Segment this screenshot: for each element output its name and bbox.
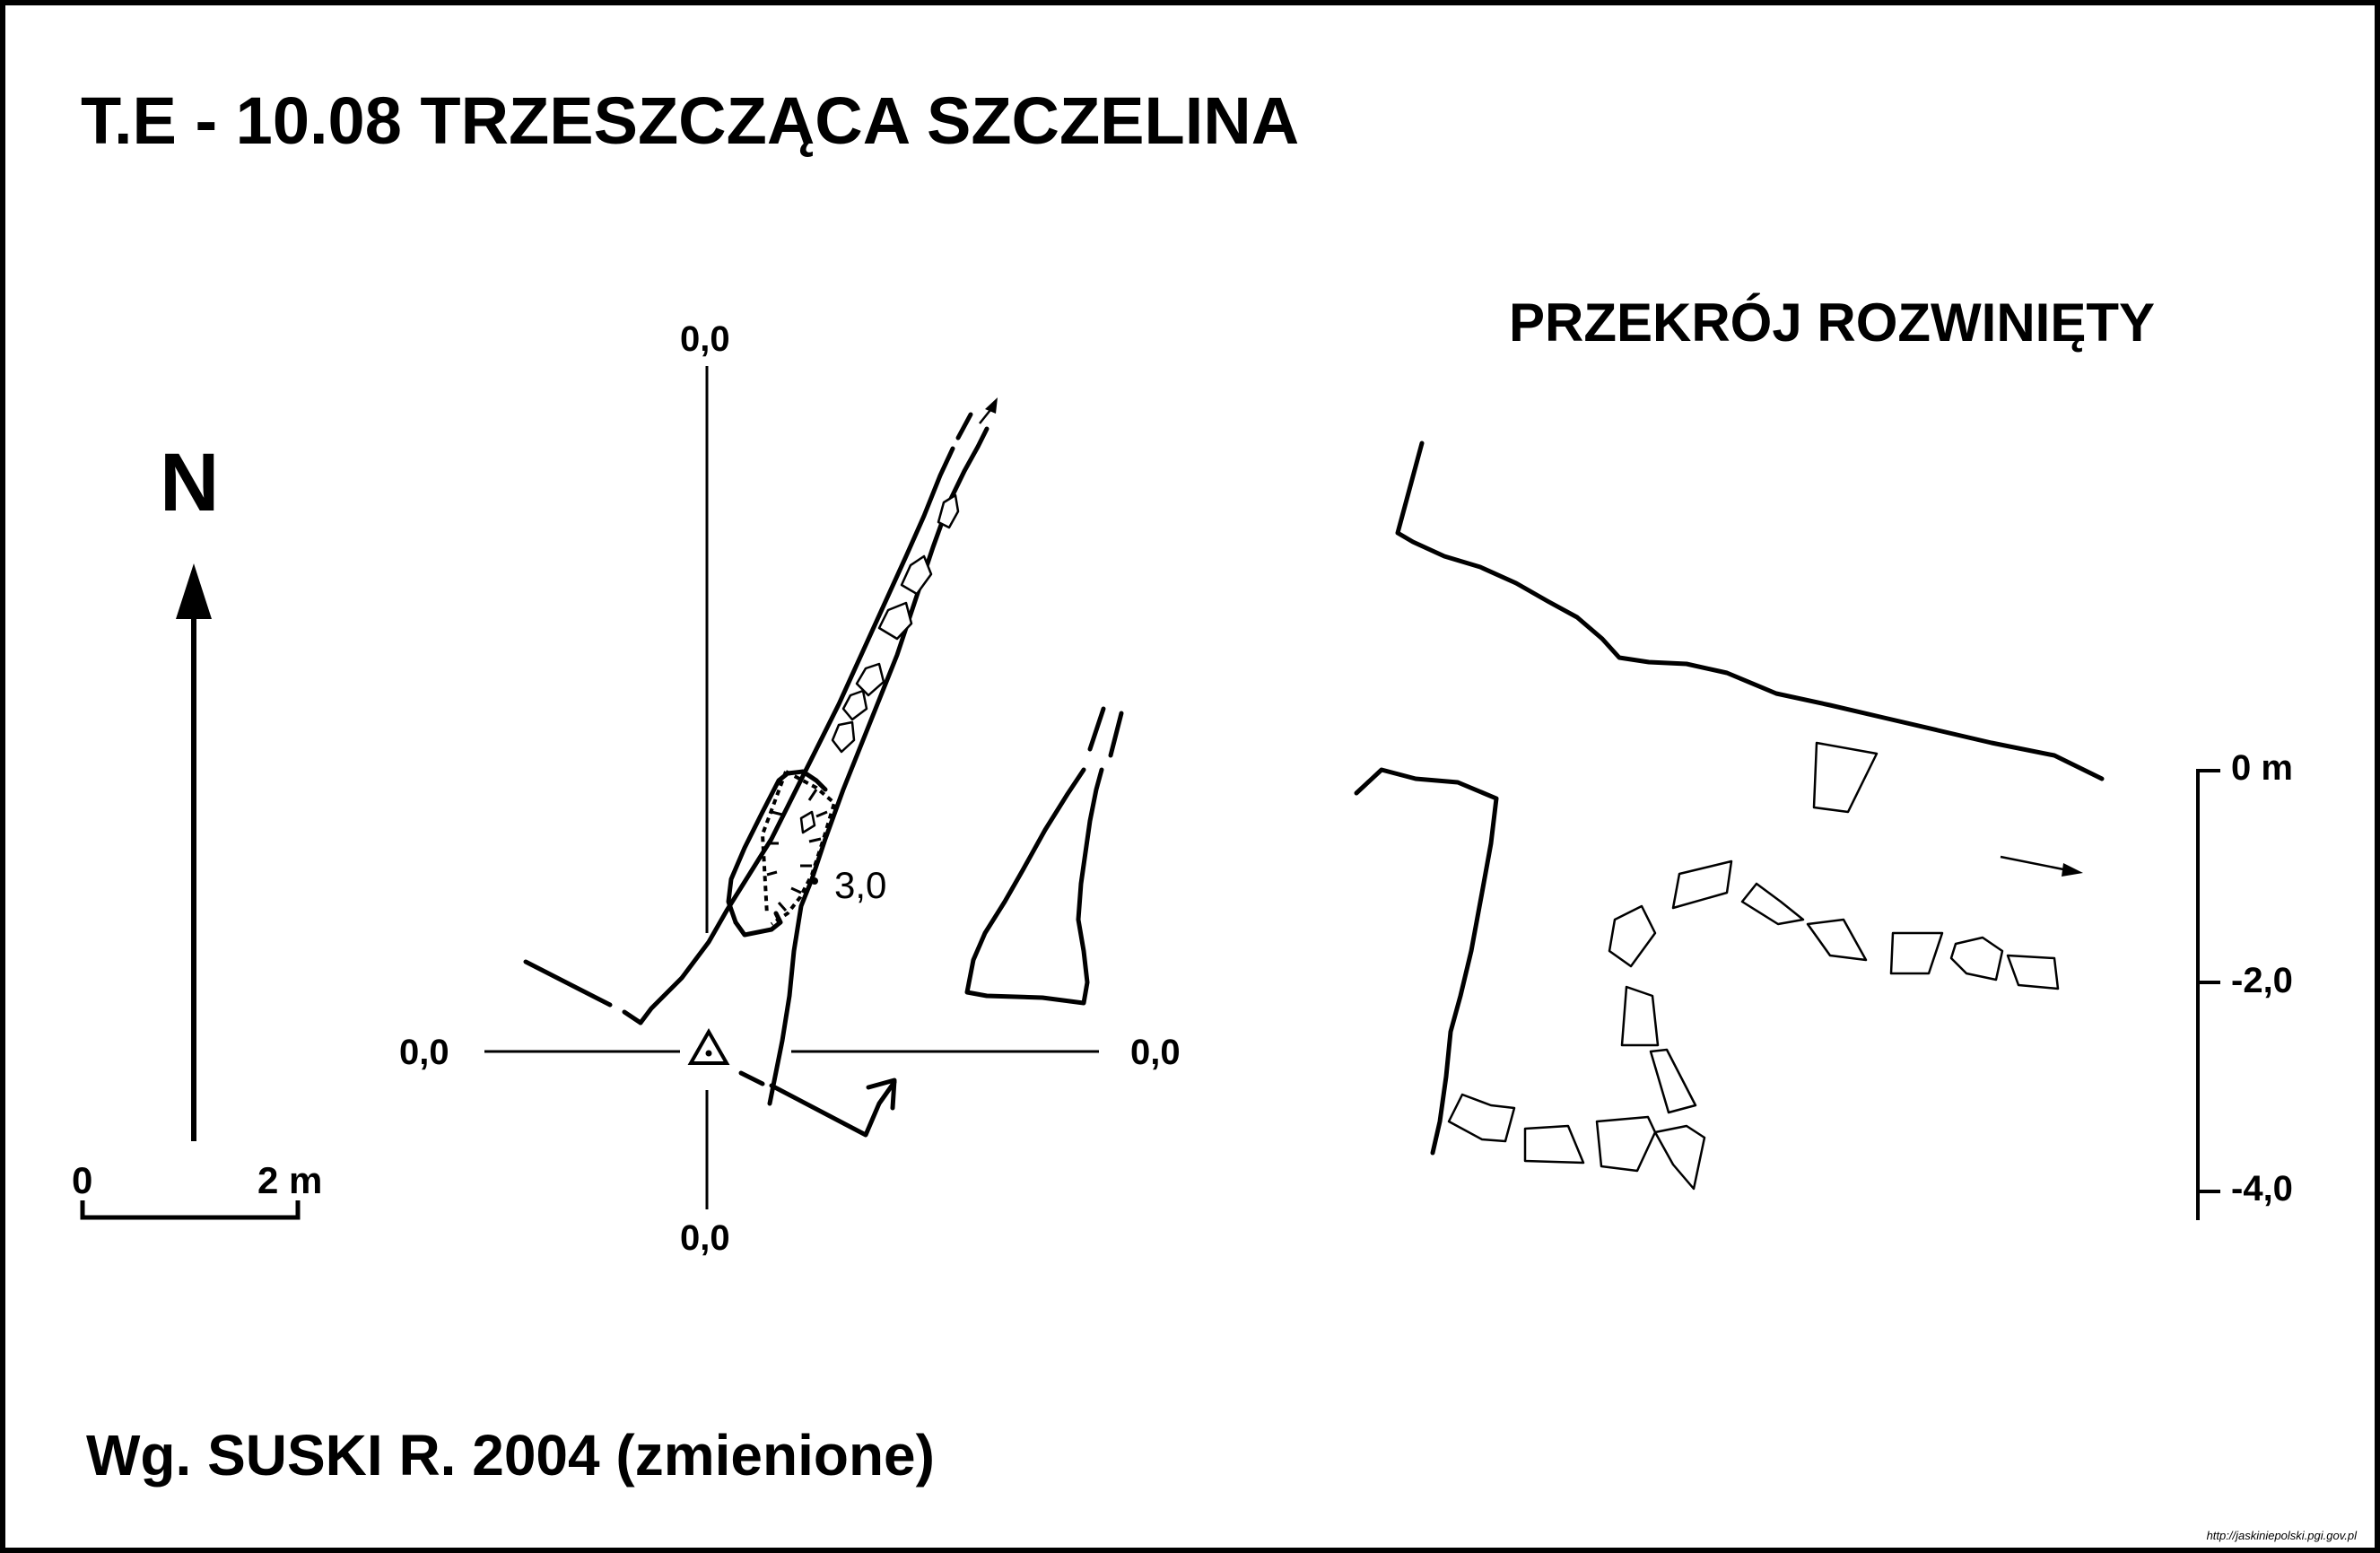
plan-rocks xyxy=(799,493,960,834)
page-title: T.E - 10.08 TRZESZCZĄCA SZCZELINA xyxy=(81,83,1300,158)
scale-bar xyxy=(80,1200,301,1220)
watermark-link[interactable]: http://jaskiniepolski.pgi.gov.pl xyxy=(2206,1529,2357,1542)
north-arrow xyxy=(176,563,212,1141)
scale-start-label: 0 xyxy=(72,1159,93,1201)
survey-station-icon xyxy=(687,1027,730,1065)
slope-hatch xyxy=(760,770,837,926)
section-title: PRZEKRÓJ ROZWINIĘTY xyxy=(1509,292,2156,353)
axis-label-left: 0,0 xyxy=(399,1033,449,1072)
axis-label-bottom: 0,0 xyxy=(680,1218,730,1258)
depth-label: 3,0 xyxy=(834,864,887,906)
depth-scale-mid-label: -2,0 xyxy=(2231,961,2293,1000)
depth-scale-top-label: 0 m xyxy=(2231,748,2293,788)
profile-walls xyxy=(1354,441,2105,1156)
depth-scale xyxy=(2196,769,2220,1220)
profile-rocks xyxy=(1447,741,2060,1191)
scale-end-label: 2 m xyxy=(257,1159,323,1201)
side-chamber xyxy=(964,706,1124,1006)
axis-label-right: 0,0 xyxy=(1130,1033,1181,1072)
depth-scale-bottom-label: -4,0 xyxy=(2231,1169,2293,1208)
direction-arrow xyxy=(979,397,998,424)
plan-walls xyxy=(523,412,989,1138)
credit-text: Wg. SUSKI R. 2004 (zmienione) xyxy=(86,1423,935,1488)
north-label: N xyxy=(160,437,220,528)
plan-axes xyxy=(484,366,1099,1209)
profile-direction-arrow xyxy=(2000,855,2083,877)
axis-label-top: 0,0 xyxy=(680,319,730,359)
slope-ticks xyxy=(766,789,828,912)
